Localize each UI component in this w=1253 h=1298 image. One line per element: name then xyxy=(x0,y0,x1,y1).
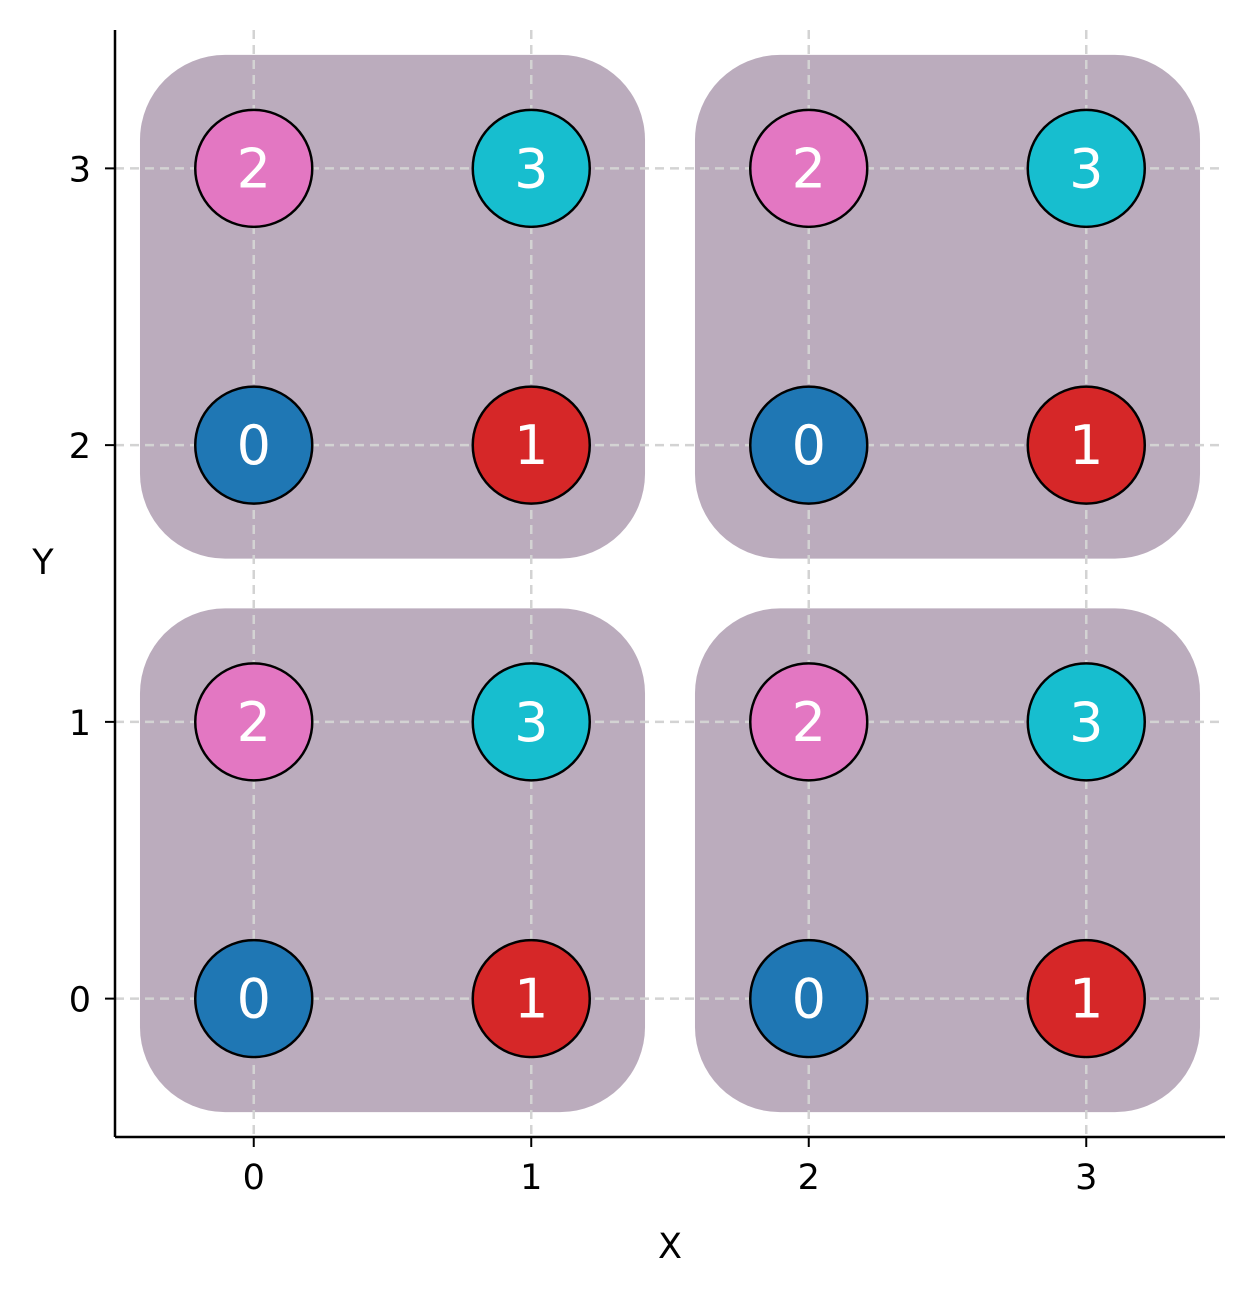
point-marker xyxy=(471,662,591,782)
x-tick-label: 1 xyxy=(520,1158,542,1198)
point-label: 0 xyxy=(237,968,271,1031)
point-label: 1 xyxy=(514,414,548,477)
point-label: 2 xyxy=(237,137,271,200)
point-label: 2 xyxy=(237,691,271,754)
point-label: 0 xyxy=(792,968,826,1031)
point-marker xyxy=(1026,385,1146,505)
point-label: 3 xyxy=(1069,137,1103,200)
y-axis-label: Y xyxy=(31,543,54,583)
y-tick-label: 2 xyxy=(69,427,91,467)
point-marker xyxy=(749,938,869,1059)
point-marker xyxy=(471,385,591,505)
point-label: 1 xyxy=(1069,414,1103,477)
point-label: 0 xyxy=(237,414,271,477)
point-marker xyxy=(749,662,869,782)
point-label: 1 xyxy=(514,968,548,1031)
point-label: 1 xyxy=(1069,968,1103,1031)
tick-layer: 0 1 2 3 0 1 2 3 xyxy=(69,150,1098,1198)
point-marker xyxy=(1026,938,1146,1059)
x-tick-label: 3 xyxy=(1075,1158,1097,1198)
point-label: 3 xyxy=(514,137,548,200)
point-marker xyxy=(749,385,869,505)
y-tick-label: 3 xyxy=(69,150,91,190)
x-axis-label: X xyxy=(658,1227,682,1267)
point-marker xyxy=(1026,108,1146,229)
y-tick-label: 1 xyxy=(69,704,91,744)
point-label: 3 xyxy=(514,691,548,754)
point-marker xyxy=(194,938,314,1059)
point-marker xyxy=(1026,662,1146,782)
axes-layer xyxy=(113,30,1225,1139)
group-layer xyxy=(139,54,1201,1113)
point-layer: 0 1 0 1 2 3 2 3 0 1 0 1 2 3 2 3 xyxy=(194,108,1146,1059)
point-label: 2 xyxy=(792,691,826,754)
y-tick-label: 0 xyxy=(69,981,91,1021)
point-marker xyxy=(749,108,869,229)
point-label: 2 xyxy=(792,137,826,200)
point-marker xyxy=(471,938,591,1059)
point-marker xyxy=(471,108,591,229)
x-tick-label: 0 xyxy=(243,1158,265,1198)
point-marker xyxy=(194,662,314,782)
x-tick-label: 2 xyxy=(798,1158,820,1198)
point-marker xyxy=(194,385,314,505)
point-label: 3 xyxy=(1069,691,1103,754)
point-label: 0 xyxy=(792,414,826,477)
point-marker xyxy=(194,108,314,229)
